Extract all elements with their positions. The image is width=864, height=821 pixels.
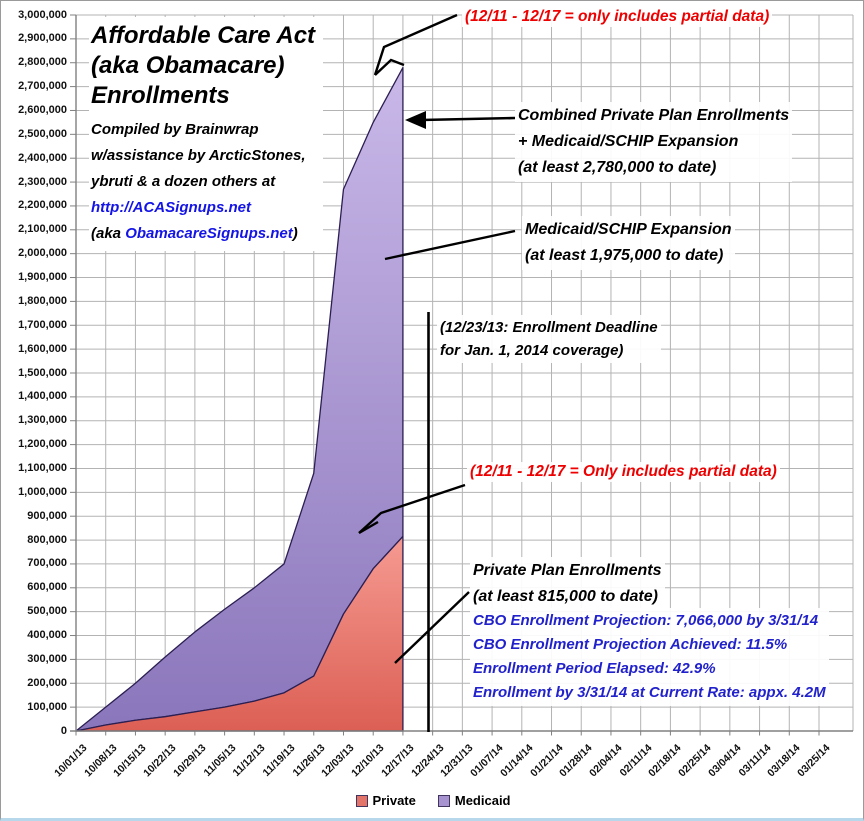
legend-label: Medicaid [454,793,511,808]
title-block: Affordable Care Act (aka Obamacare) Enro… [89,17,324,251]
legend-item-private: Private [355,793,416,808]
acasignups-link[interactable]: http://ACASignups.net [91,199,251,216]
y-axis-label: 0 [60,724,67,737]
y-axis-label: 600,000 [27,581,67,594]
medicaid-expansion-label: Medicaid/SCHIP Expansion (at least 1,975… [522,216,735,270]
credit-text: (aka [91,225,126,242]
medicaid-line: (at least 1,975,000 to date) [525,247,724,264]
y-axis-label: 1,400,000 [18,390,67,403]
y-axis-label: 300,000 [27,652,67,665]
deadline-note: (12/23/13: Enrollment Deadline for Jan. … [437,315,661,363]
y-axis-label: 3,000,000 [18,8,67,21]
y-axis-label: 2,400,000 [18,151,67,164]
cbo-projection-block: CBO Enrollment Projection: 7,066,000 by … [470,608,829,706]
y-axis-label: 2,500,000 [18,127,67,140]
y-axis-label: 700,000 [27,557,67,570]
y-axis-label: 1,900,000 [18,271,67,284]
y-axis-label: 2,300,000 [18,175,67,188]
cbo-line: Enrollment by 3/31/14 at Current Rate: a… [473,684,826,701]
y-axis-label: 2,600,000 [18,103,67,116]
private-plan-line: (at least 815,000 to date) [473,588,658,605]
cbo-line: CBO Enrollment Projection: 7,066,000 by … [473,612,819,629]
combined-arrow [405,111,516,129]
y-axis-label: 900,000 [27,509,67,522]
y-axis-label: 2,100,000 [18,223,67,236]
combined-line: Combined Private Plan Enrollments [518,107,790,124]
y-axis-label: 2,800,000 [18,56,67,69]
y-axis-label: 200,000 [27,676,67,689]
y-axis-label: 2,200,000 [18,199,67,212]
combined-line: (at least 2,780,000 to date) [518,159,717,176]
legend-label: Private [372,793,416,808]
credit-text: ) [292,225,298,242]
combined-line: + Medicaid/SCHIP Expansion [518,133,739,150]
y-axis-label: 1,000,000 [18,485,67,498]
y-axis-label: 1,600,000 [18,342,67,355]
credit-line: ybruti & a dozen others at [91,173,276,190]
y-axis-label: 800,000 [27,533,67,546]
y-axis-label: 1,700,000 [18,318,67,331]
y-axis-label: 2,000,000 [18,247,67,260]
medicaid-line: Medicaid/SCHIP Expansion [525,221,732,238]
cbo-line: Enrollment Period Elapsed: 42.9% [473,660,716,677]
chart-title-line: Enrollments [91,82,230,109]
private-plan-label: Private Plan Enrollments (at least 815,0… [470,557,665,611]
combined-enrollments-label: Combined Private Plan Enrollments + Medi… [515,102,793,182]
y-axis-label: 100,000 [27,700,67,713]
medicaid-swatch [437,794,450,807]
legend: Private Medicaid [1,793,863,808]
chart-title-line: (aka Obamacare) [91,52,285,79]
lower-partial-pointer-line [358,483,466,535]
y-axis-label: 2,700,000 [18,80,67,93]
top-partial-pointer-line [373,13,458,76]
partial-data-note-top: (12/11 - 12/17 = only includes partial d… [462,7,773,27]
credit-line: w/assistance by ArcticStones, [91,147,306,164]
y-axis-label: 1,500,000 [18,366,67,379]
credit-line: Compiled by Brainwrap [91,121,259,138]
y-axis-label: 1,800,000 [18,294,67,307]
y-axis-label: 2,900,000 [18,32,67,45]
private-plan-line: Private Plan Enrollments [473,562,662,579]
y-axis-label: 1,300,000 [18,414,67,427]
deadline-line-text: for Jan. 1, 2014 coverage) [440,342,624,359]
deadline-line-text: (12/23/13: Enrollment Deadline [440,319,658,336]
medicaid-pointer-line [384,229,516,261]
legend-item-medicaid: Medicaid [437,793,511,808]
chart-title-line: Affordable Care Act [91,22,316,49]
y-axis-label: 1,100,000 [18,461,67,474]
y-axis-label: 400,000 [27,629,67,642]
y-axis-label: 500,000 [27,605,67,618]
cbo-line: CBO Enrollment Projection Achieved: 11.5… [473,636,788,653]
partial-data-note-lower: (12/11 - 12/17 = Only includes partial d… [467,462,780,482]
private-swatch [355,794,368,807]
obamacaresignups-link[interactable]: ObamacareSignups.net [125,225,293,242]
y-axis-label: 1,200,000 [18,438,67,451]
credit-line: (aka ObamacareSignups.net) [91,221,315,247]
private-pointer-line [394,591,470,664]
